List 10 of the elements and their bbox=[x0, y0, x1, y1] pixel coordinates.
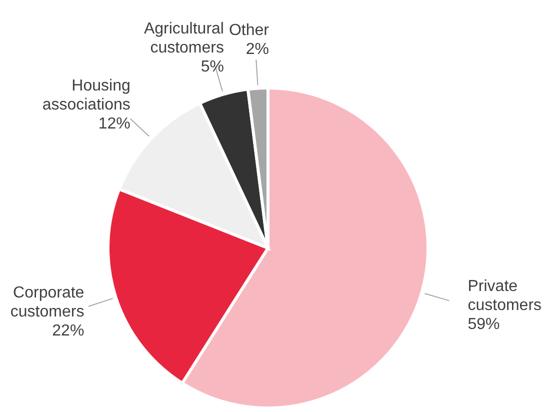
slice-label: Other bbox=[228, 22, 270, 40]
data-label: 5% bbox=[200, 58, 224, 76]
data-label: 59% bbox=[468, 316, 500, 334]
slice-label: Housing associations bbox=[42, 78, 130, 114]
data-label: 22% bbox=[52, 322, 84, 340]
data-label: 12% bbox=[98, 116, 130, 133]
data-label: 2% bbox=[246, 41, 269, 58]
slice-label: Agricultural customers bbox=[144, 20, 224, 56]
slice-label: Corporate customers bbox=[10, 284, 84, 321]
slice-label: Private customers bbox=[468, 278, 542, 314]
